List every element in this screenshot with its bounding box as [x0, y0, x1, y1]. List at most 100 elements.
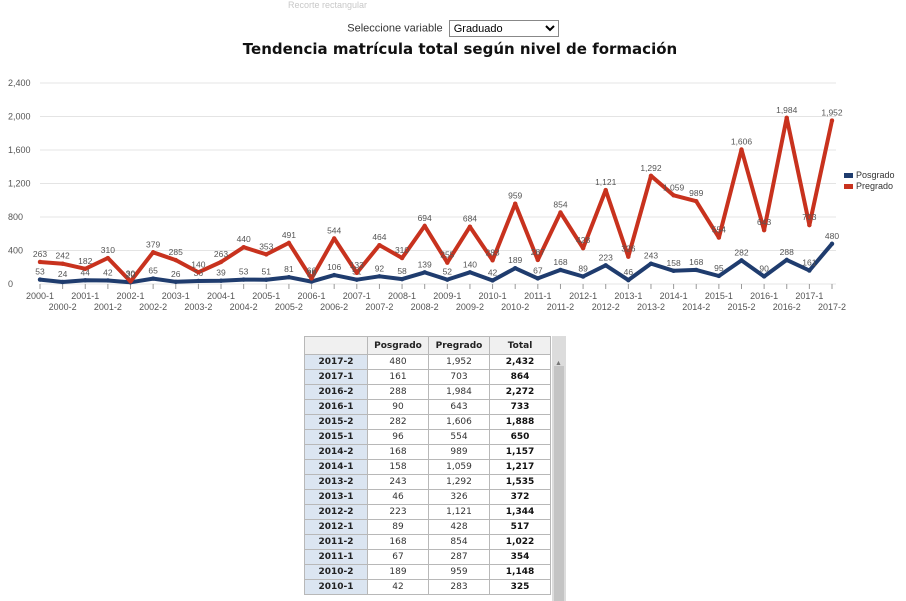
- period-cell: 2014-2: [304, 444, 368, 460]
- data-point: [128, 279, 133, 284]
- data-point: [377, 274, 382, 279]
- value-cell: 959: [428, 564, 490, 580]
- data-label: 30: [126, 268, 136, 278]
- period-cell: 2011-2: [304, 534, 368, 550]
- column-header[interactable]: [304, 336, 368, 355]
- y-tick-label: 1,200: [8, 179, 31, 189]
- table-row: 2014-1 158 1,059 1,217: [304, 459, 551, 475]
- x-tick-label: 2012-2: [592, 302, 620, 312]
- x-tick-label: 2016-1: [750, 291, 778, 301]
- y-tick-label: 400: [8, 246, 23, 256]
- table-row: 2011-2 168 854 1,022: [304, 534, 551, 550]
- data-label: 263: [33, 249, 47, 259]
- value-cell: 1,121: [428, 504, 490, 520]
- data-label: 480: [825, 231, 839, 241]
- table-row: 2013-1 46 326 372: [304, 489, 551, 505]
- data-label: 39: [216, 268, 226, 278]
- data-point: [739, 147, 744, 152]
- value-cell: 854: [428, 534, 490, 550]
- x-tick-label: 2010-1: [479, 291, 507, 301]
- data-point: [105, 278, 111, 283]
- scroll-up-icon[interactable]: ▲: [555, 360, 562, 367]
- table-row: 2012-1 89 428 517: [304, 519, 551, 535]
- value-cell: 703: [428, 369, 490, 385]
- data-label: 140: [191, 259, 205, 269]
- data-point: [671, 268, 676, 273]
- data-point: [829, 118, 835, 123]
- column-header[interactable]: Posgrado: [367, 336, 429, 355]
- total-cell: 864: [489, 369, 551, 385]
- table-row: 2016-1 90 643 733: [304, 399, 551, 415]
- total-cell: 1,344: [489, 504, 551, 520]
- data-label: 161: [802, 258, 816, 268]
- data-point: [150, 276, 156, 281]
- table-row: 2013-2 243 1,292 1,535: [304, 474, 551, 490]
- total-cell: 517: [489, 519, 551, 535]
- data-label: 29: [307, 269, 317, 279]
- data-point: [286, 275, 292, 280]
- y-tick-label: 800: [8, 212, 23, 222]
- data-point: [241, 244, 246, 250]
- data-label: 464: [372, 232, 386, 242]
- x-tick-label: 2008-2: [411, 302, 439, 312]
- period-cell: 2013-2: [304, 474, 368, 490]
- scrollbar-thumb[interactable]: [554, 366, 564, 601]
- total-cell: 650: [489, 429, 551, 445]
- data-label: 353: [259, 241, 273, 251]
- data-label: 854: [553, 199, 567, 209]
- value-cell: 1,059: [428, 459, 490, 475]
- x-tick-label: 2003-2: [184, 302, 212, 312]
- data-point: [648, 261, 654, 266]
- data-point: [60, 261, 65, 266]
- period-cell: 2010-1: [304, 579, 368, 595]
- data-label: 959: [508, 191, 522, 201]
- data-label: 67: [533, 265, 543, 275]
- data-point: [399, 276, 405, 282]
- data-label: 285: [169, 247, 183, 257]
- legend-entry: Posgrado: [856, 170, 895, 180]
- data-label: 989: [689, 188, 703, 198]
- column-header[interactable]: Total: [489, 336, 551, 355]
- table-body: 2017-2 480 1,952 2,432 2017-1 161 703 864 2016-2…: [304, 354, 551, 595]
- data-point: [354, 277, 359, 282]
- series-line-pregrado: [38, 115, 834, 284]
- value-cell: 643: [428, 399, 490, 415]
- data-label: 684: [463, 214, 477, 224]
- data-point: [467, 224, 473, 229]
- x-tick-label: 2001-2: [94, 302, 122, 312]
- data-point: [196, 270, 201, 275]
- total-cell: 1,535: [489, 474, 551, 490]
- data-point: [218, 278, 224, 283]
- data-label: 182: [78, 256, 92, 266]
- data-point: [264, 277, 269, 282]
- data-point: [694, 198, 699, 204]
- variable-select[interactable]: Graduado: [448, 20, 559, 37]
- variable-selector-label: Seleccione variable: [347, 22, 443, 35]
- column-header[interactable]: Pregrado: [428, 336, 490, 355]
- value-cell: 89: [367, 519, 429, 535]
- table-scrollbar[interactable]: ▲: [552, 336, 566, 601]
- data-point: [784, 115, 789, 121]
- data-point: [671, 193, 676, 198]
- data-label: 288: [780, 247, 794, 257]
- data-label: 694: [418, 213, 432, 223]
- x-tick-label: 2000-1: [26, 291, 54, 301]
- data-label: 95: [714, 263, 724, 273]
- data-label: 168: [553, 257, 567, 267]
- data-label: 42: [488, 267, 498, 277]
- x-tick-label: 2009-1: [433, 291, 461, 301]
- y-tick-label: 2,000: [8, 112, 31, 122]
- data-label: 310: [395, 245, 409, 255]
- data-label: 1,984: [776, 105, 798, 115]
- table-row: 2017-2 480 1,952 2,432: [304, 354, 551, 370]
- value-cell: 989: [428, 444, 490, 460]
- data-point: [309, 276, 314, 281]
- data-label: 326: [621, 244, 635, 254]
- data-label: 1,606: [731, 136, 753, 146]
- value-cell: 282: [367, 414, 429, 430]
- table-header-row: Posgrado Pregrado Total: [304, 336, 551, 355]
- data-point: [37, 259, 43, 265]
- data-label: 89: [578, 264, 588, 274]
- total-cell: 2,432: [489, 354, 551, 370]
- value-cell: 46: [367, 489, 429, 505]
